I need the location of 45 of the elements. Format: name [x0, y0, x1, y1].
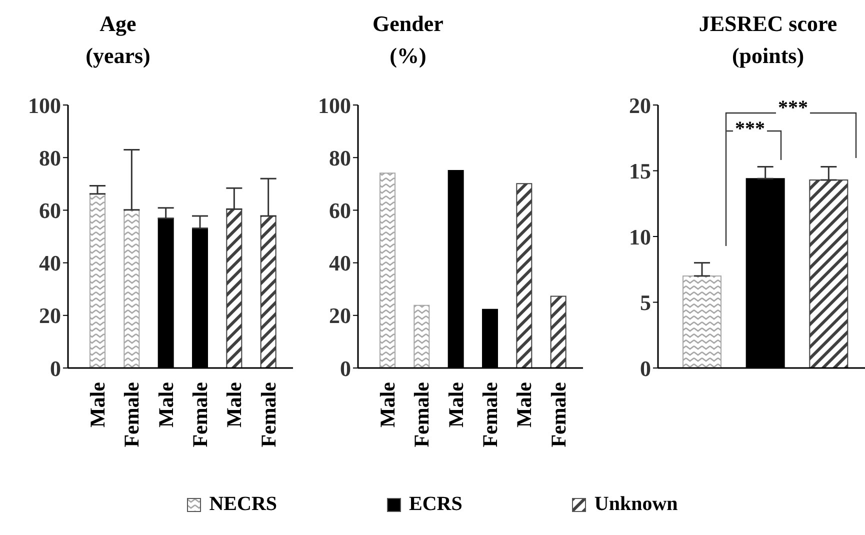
x-tick-label: Male: [444, 382, 468, 428]
y-tick-label: 60: [329, 198, 351, 224]
bar: [124, 209, 140, 368]
bar: [550, 296, 566, 368]
x-tick-label: Female: [410, 382, 434, 448]
y-tick-label: 40: [329, 250, 351, 276]
y-tick-label: 100: [318, 92, 351, 118]
x-tick-label: Male: [85, 382, 110, 428]
y-tick-label: 60: [39, 198, 61, 224]
y-tick-label: 80: [39, 145, 61, 170]
legend-label: Unknown: [594, 493, 678, 516]
bar: [226, 208, 242, 368]
y-tick-label: 10: [629, 224, 651, 250]
bar: [516, 183, 532, 368]
x-tick-label: Female: [188, 382, 212, 448]
y-axis-title: Age (years): [84, 10, 152, 70]
y-tick-label: 40: [39, 250, 61, 276]
x-tick-label: Female: [478, 382, 502, 448]
x-tick-label: Female: [546, 382, 570, 448]
x-tick-label: Male: [154, 382, 178, 428]
bar: [90, 193, 106, 368]
y-axis-title: JESREC score (points): [698, 10, 838, 70]
annotation: ***: [776, 97, 810, 119]
y-tick-label: 20: [629, 92, 651, 118]
y-tick-label: 0: [640, 356, 651, 381]
y-tick-label: 15: [629, 158, 651, 184]
bar: [414, 304, 430, 368]
y-tick-label: 5: [640, 290, 651, 316]
x-tick-label: Male: [512, 382, 536, 428]
x-tick-label: Female: [256, 382, 280, 448]
y-tick-label: 100: [28, 92, 61, 118]
x-tick-label: Female: [120, 382, 144, 448]
legend-label: ECRS: [409, 493, 462, 516]
y-tick-label: 20: [329, 303, 351, 328]
y-tick-label: 0: [340, 356, 351, 381]
legend-label: NECRS: [209, 493, 278, 516]
bar: [260, 215, 276, 368]
x-tick-label: Male: [222, 382, 246, 428]
y-tick-label: 0: [50, 356, 61, 381]
annotation: ***: [733, 118, 767, 140]
y-axis-title: Gender (%): [372, 10, 444, 70]
x-tick-label: Male: [375, 382, 400, 428]
bar: [380, 172, 396, 368]
y-tick-label: 20: [39, 303, 61, 328]
y-tick-label: 80: [329, 145, 351, 170]
